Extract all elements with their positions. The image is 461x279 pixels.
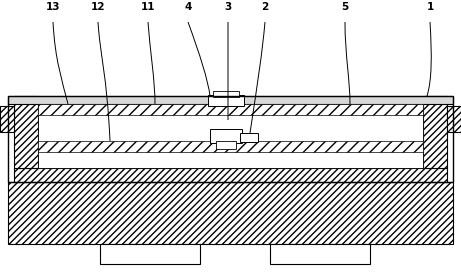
Bar [240,133,258,142]
Bar [8,96,453,104]
Bar [447,106,461,132]
Bar [210,129,242,143]
Bar [14,96,38,168]
Text: 3: 3 [225,2,231,12]
Bar [8,96,453,182]
Text: 11: 11 [141,2,155,12]
Bar [100,244,200,264]
Bar [0,106,14,132]
Text: 1: 1 [426,2,434,12]
Bar [14,168,447,182]
Text: 13: 13 [46,2,60,12]
Bar [213,91,239,97]
Bar [423,96,447,168]
Text: 4: 4 [184,2,192,12]
Bar [38,104,423,168]
Text: 5: 5 [342,2,349,12]
Bar [208,95,244,106]
Bar [216,141,236,149]
Text: 2: 2 [261,2,269,12]
Bar [38,141,423,152]
Bar [8,182,453,244]
Bar [38,104,423,115]
Bar [270,244,370,264]
Text: 12: 12 [91,2,105,12]
